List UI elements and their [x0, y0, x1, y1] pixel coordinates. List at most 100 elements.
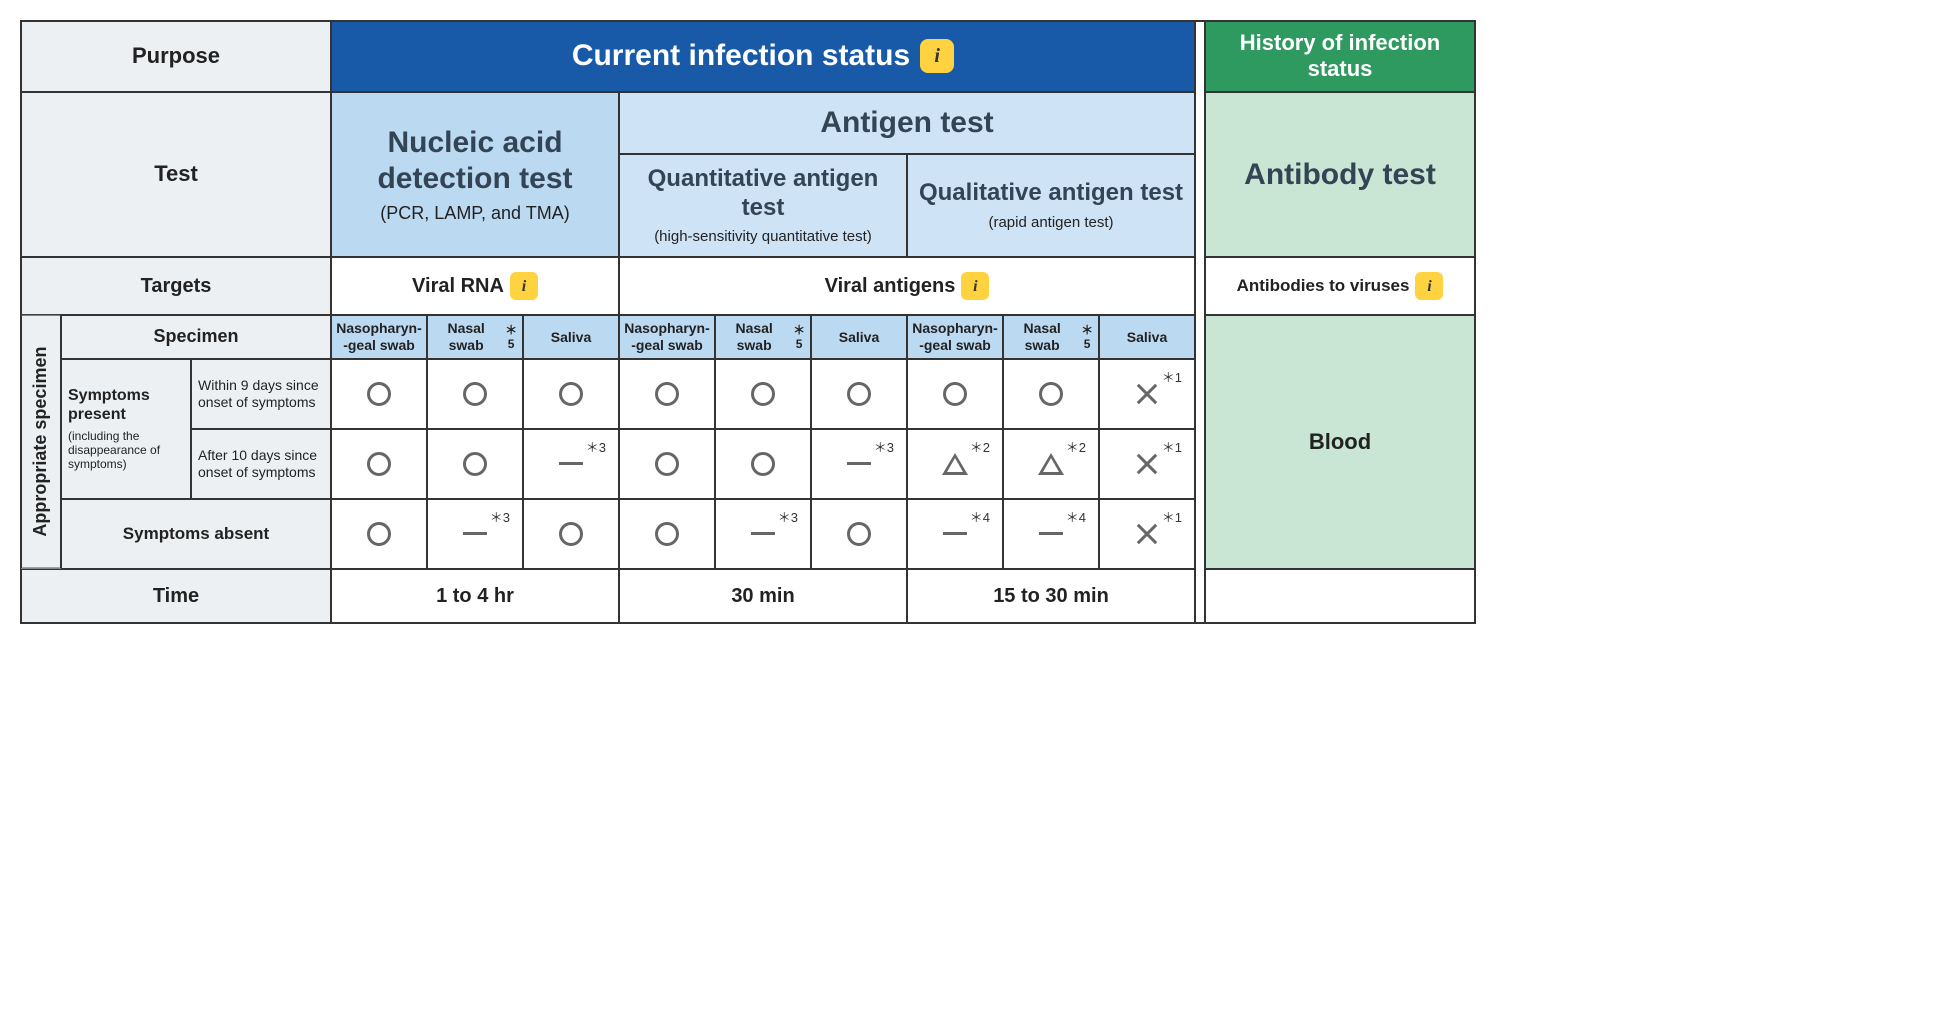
mark-cell — [619, 359, 715, 429]
circle-icon — [655, 522, 679, 546]
header-history-infection: History of infection status — [1205, 21, 1475, 92]
circle-icon — [1039, 382, 1063, 406]
test-antibody: Antibody test — [1205, 92, 1475, 258]
circle-icon — [751, 382, 775, 406]
mark-cell — [331, 359, 427, 429]
footnote-marker: ＊3 — [586, 440, 606, 456]
circle-icon — [367, 452, 391, 476]
symptoms-present-label: Symptoms present — [68, 386, 184, 424]
target-antibodies: Antibodies to viruses i — [1205, 257, 1475, 315]
test-nucleic-title: Nucleic acid detection test — [350, 125, 600, 197]
spec-saliva: Saliva — [811, 315, 907, 359]
column-gap — [1195, 569, 1205, 623]
mark-cell: ＊2 — [907, 429, 1003, 499]
footnote-marker: ＊4 — [1066, 510, 1086, 526]
row-symptoms-present: Symptoms present (including the disappea… — [61, 359, 191, 499]
mark-cell: ＊1 — [1099, 499, 1195, 569]
cross-icon — [1136, 453, 1158, 475]
dash-icon — [463, 532, 487, 535]
circle-icon — [847, 382, 871, 406]
circle-icon — [463, 382, 487, 406]
cross-icon — [1136, 523, 1158, 545]
spec-nasal: Nasal swab＊5 — [1003, 315, 1099, 359]
mark-cell: ＊1 — [1099, 359, 1195, 429]
test-qualitative-sub: (rapid antigen test) — [988, 214, 1113, 232]
info-icon[interactable]: i — [1415, 272, 1443, 300]
test-antibody-title: Antibody test — [1244, 157, 1436, 193]
triangle-icon — [942, 453, 968, 475]
dash-icon — [751, 532, 775, 535]
test-quantitative: Quantitative antigen test (high-sensitiv… — [619, 154, 907, 258]
row-symptoms-absent: Symptoms absent — [61, 499, 331, 569]
header-current-infection: Current infection status i — [331, 21, 1195, 92]
mark-cell — [1003, 359, 1099, 429]
footnote-marker: ＊3 — [490, 510, 510, 526]
test-antigen-group: Antigen test — [619, 92, 1195, 154]
row-after10: After 10 days since onset of symptoms — [191, 429, 331, 499]
column-gap — [1195, 21, 1205, 92]
test-quantitative-title: Quantitative antigen test — [630, 165, 896, 223]
test-quantitative-sub: (high-sensitivity quantitative test) — [654, 228, 872, 246]
header-test: Test — [21, 92, 331, 258]
mark-cell: ＊3 — [427, 499, 523, 569]
dash-icon — [1039, 532, 1063, 535]
circle-icon — [463, 452, 487, 476]
header-time: Time — [21, 569, 331, 623]
time-antibody — [1205, 569, 1475, 623]
circle-icon — [655, 452, 679, 476]
mark-cell — [523, 359, 619, 429]
column-gap — [1195, 257, 1205, 315]
row-within9: Within 9 days since onset of symptoms — [191, 359, 331, 429]
mark-cell — [523, 499, 619, 569]
test-nucleic: Nucleic acid detection test (PCR, LAMP, … — [331, 92, 619, 258]
triangle-icon — [1038, 453, 1064, 475]
header-purpose: Purpose — [21, 21, 331, 92]
spec-saliva: Saliva — [523, 315, 619, 359]
footnote-marker: ＊3 — [778, 510, 798, 526]
info-icon[interactable]: i — [510, 272, 538, 300]
info-icon[interactable]: i — [920, 39, 954, 73]
mark-cell — [811, 499, 907, 569]
mark-cell — [427, 359, 523, 429]
mark-cell: ＊3 — [523, 429, 619, 499]
footnote-marker: ＊2 — [970, 440, 990, 456]
header-current-text: Current infection status — [572, 38, 910, 74]
symptoms-present-note: (including the disappearance of symptoms… — [68, 429, 184, 472]
header-appropriate-specimen: Appropriate specimen — [21, 315, 61, 569]
mark-cell — [715, 429, 811, 499]
mark-cell: ＊2 — [1003, 429, 1099, 499]
target-antigens-text: Viral antigens — [825, 274, 956, 298]
spec-naso: Nasopharyn- -geal swab — [331, 315, 427, 359]
header-targets: Targets — [21, 257, 331, 315]
dash-icon — [943, 532, 967, 535]
dash-icon — [559, 462, 583, 465]
mark-cell: ＊4 — [907, 499, 1003, 569]
spec-nasal: Nasal swab＊5 — [427, 315, 523, 359]
cross-icon — [1136, 383, 1158, 405]
circle-icon — [367, 382, 391, 406]
mark-cell — [331, 429, 427, 499]
footnote-marker: ＊1 — [1162, 370, 1182, 386]
info-icon[interactable]: i — [961, 272, 989, 300]
mark-cell: ＊3 — [811, 429, 907, 499]
time-quantitative: 30 min — [619, 569, 907, 623]
target-antigens: Viral antigens i — [619, 257, 1195, 315]
spec-naso: Nasopharyn- -geal swab — [907, 315, 1003, 359]
column-gap — [1195, 315, 1205, 569]
mark-cell — [619, 429, 715, 499]
spec-saliva: Saliva — [1099, 315, 1195, 359]
header-specimen: Specimen — [61, 315, 331, 359]
mark-cell — [811, 359, 907, 429]
circle-icon — [847, 522, 871, 546]
mark-cell — [907, 359, 1003, 429]
footnote-marker: ＊1 — [1162, 510, 1182, 526]
mark-cell — [715, 359, 811, 429]
antibody-specimen: Blood — [1205, 315, 1475, 569]
target-antibodies-text: Antibodies to viruses — [1237, 276, 1410, 296]
circle-icon — [943, 382, 967, 406]
mark-cell: ＊3 — [715, 499, 811, 569]
footnote-marker: ＊4 — [970, 510, 990, 526]
footnote-marker: ＊3 — [874, 440, 894, 456]
test-qualitative-title: Qualitative antigen test — [919, 179, 1183, 208]
dash-icon — [847, 462, 871, 465]
